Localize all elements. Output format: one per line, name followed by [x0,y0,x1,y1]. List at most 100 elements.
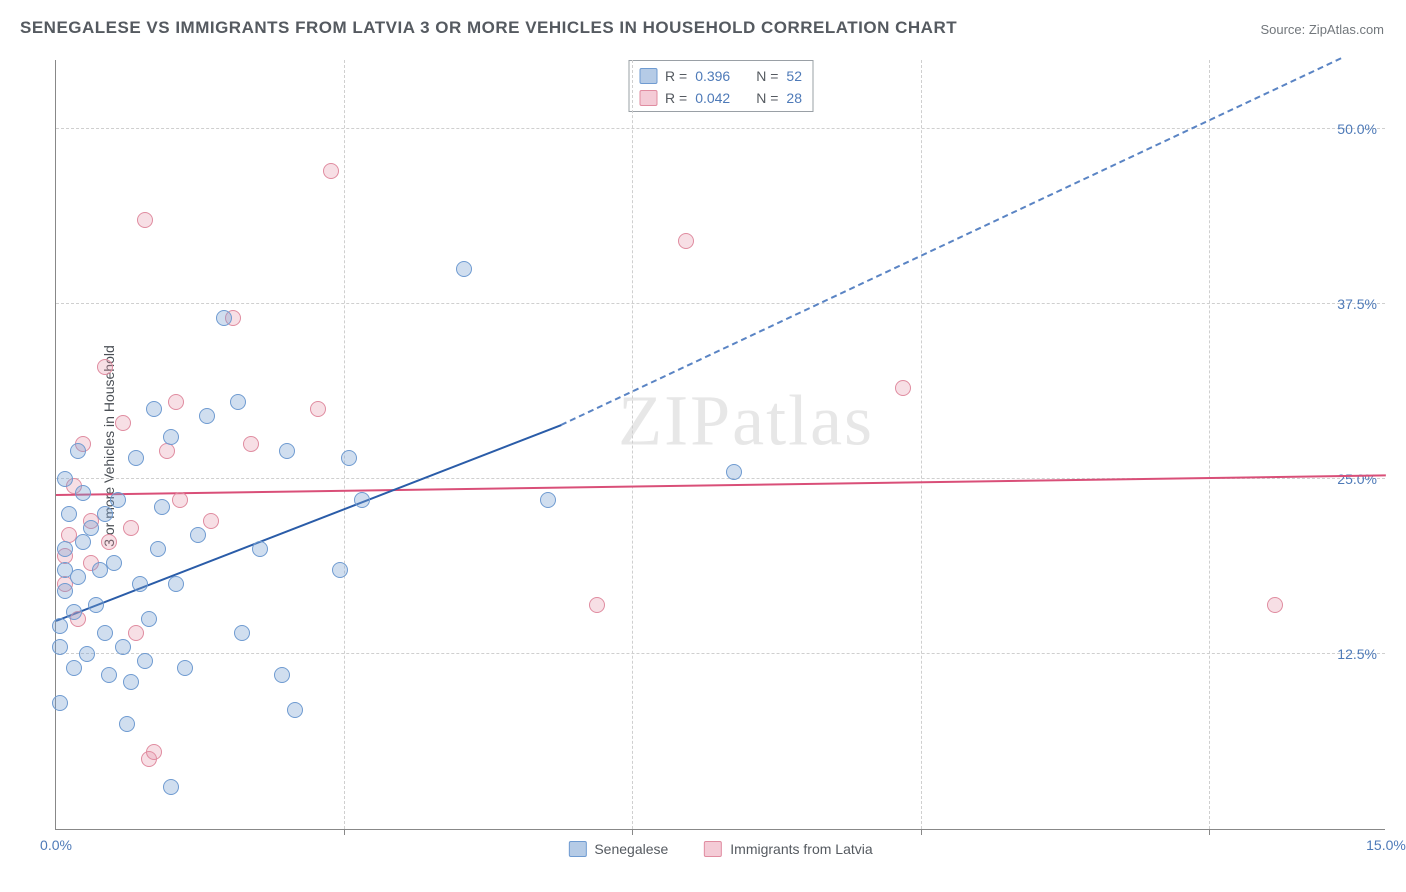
scatter-point-senegalese [57,583,73,599]
scatter-point-senegalese [199,408,215,424]
scatter-point-latvia [243,436,259,452]
scatter-point-latvia [310,401,326,417]
n-value-senegalese: 52 [786,65,802,87]
scatter-point-senegalese [52,618,68,634]
swatch-senegalese [568,841,586,857]
scatter-point-senegalese [75,534,91,550]
scatter-point-latvia [146,744,162,760]
scatter-point-senegalese [57,541,73,557]
x-gridline [344,60,345,829]
x-tick [632,829,633,835]
scatter-point-latvia [115,415,131,431]
scatter-point-senegalese [456,261,472,277]
x-gridline [921,60,922,829]
scatter-point-senegalese [106,555,122,571]
n-prefix: N = [756,65,778,87]
legend-item-senegalese: Senegalese [568,841,668,857]
scatter-point-senegalese [52,639,68,655]
scatter-point-senegalese [354,492,370,508]
scatter-point-senegalese [79,646,95,662]
x-gridline [632,60,633,829]
scatter-point-senegalese [279,443,295,459]
scatter-point-senegalese [540,492,556,508]
y-tick-label: 12.5% [1337,646,1377,662]
y-tick-label: 25.0% [1337,471,1377,487]
scatter-point-senegalese [137,653,153,669]
scatter-point-senegalese [66,660,82,676]
scatter-point-senegalese [110,492,126,508]
scatter-point-senegalese [119,716,135,732]
scatter-point-senegalese [252,541,268,557]
r-value-senegalese: 0.396 [695,65,730,87]
scatter-point-senegalese [146,401,162,417]
n-prefix: N = [756,87,778,109]
chart-title: SENEGALESE VS IMMIGRANTS FROM LATVIA 3 O… [20,18,957,38]
r-prefix: R = [665,65,687,87]
scatter-point-senegalese [57,471,73,487]
scatter-point-senegalese [230,394,246,410]
scatter-point-senegalese [287,702,303,718]
x-tick [1209,829,1210,835]
scatter-point-senegalese [88,597,104,613]
scatter-point-latvia [159,443,175,459]
scatter-point-latvia [97,359,113,375]
scatter-point-latvia [172,492,188,508]
swatch-senegalese [639,68,657,84]
y-tick-label: 50.0% [1337,121,1377,137]
x-gridline [1209,60,1210,829]
scatter-point-latvia [101,534,117,550]
scatter-point-latvia [123,520,139,536]
swatch-latvia [704,841,722,857]
scatter-point-senegalese [216,310,232,326]
scatter-point-senegalese [97,506,113,522]
scatter-point-senegalese [128,450,144,466]
scatter-point-senegalese [97,625,113,641]
scatter-point-latvia [678,233,694,249]
scatter-point-latvia [895,380,911,396]
n-value-latvia: 28 [786,87,802,109]
scatter-point-senegalese [163,429,179,445]
scatter-point-senegalese [83,520,99,536]
r-value-latvia: 0.042 [695,87,730,109]
watermark: ZIPatlas [618,380,874,463]
scatter-plot: ZIPatlas R = 0.396 N = 52 R = 0.042 N = … [55,60,1385,830]
y-gridline [56,653,1385,654]
scatter-point-senegalese [177,660,193,676]
correlation-row-senegalese: R = 0.396 N = 52 [639,65,802,87]
scatter-point-senegalese [150,541,166,557]
x-tick-label: 15.0% [1366,837,1406,853]
scatter-point-senegalese [234,625,250,641]
scatter-point-senegalese [190,527,206,543]
scatter-point-senegalese [163,779,179,795]
scatter-point-latvia [168,394,184,410]
scatter-point-senegalese [141,611,157,627]
scatter-point-senegalese [66,604,82,620]
scatter-point-senegalese [115,639,131,655]
swatch-latvia [639,90,657,106]
r-prefix: R = [665,87,687,109]
scatter-point-latvia [203,513,219,529]
scatter-point-senegalese [75,485,91,501]
scatter-point-senegalese [726,464,742,480]
scatter-point-latvia [589,597,605,613]
x-tick-label: 0.0% [40,837,72,853]
legend-item-latvia: Immigrants from Latvia [704,841,872,857]
scatter-point-senegalese [168,576,184,592]
series-legend: Senegalese Immigrants from Latvia [568,841,872,857]
scatter-point-latvia [128,625,144,641]
legend-label-senegalese: Senegalese [594,841,668,857]
x-tick [921,829,922,835]
scatter-point-senegalese [274,667,290,683]
legend-label-latvia: Immigrants from Latvia [730,841,872,857]
scatter-point-senegalese [52,695,68,711]
scatter-point-latvia [323,163,339,179]
scatter-point-senegalese [123,674,139,690]
scatter-point-latvia [137,212,153,228]
source-label: Source: ZipAtlas.com [1260,22,1384,37]
scatter-point-senegalese [101,667,117,683]
scatter-point-senegalese [70,569,86,585]
scatter-point-senegalese [61,506,77,522]
correlation-legend: R = 0.396 N = 52 R = 0.042 N = 28 [628,60,813,112]
scatter-point-senegalese [154,499,170,515]
scatter-point-senegalese [341,450,357,466]
